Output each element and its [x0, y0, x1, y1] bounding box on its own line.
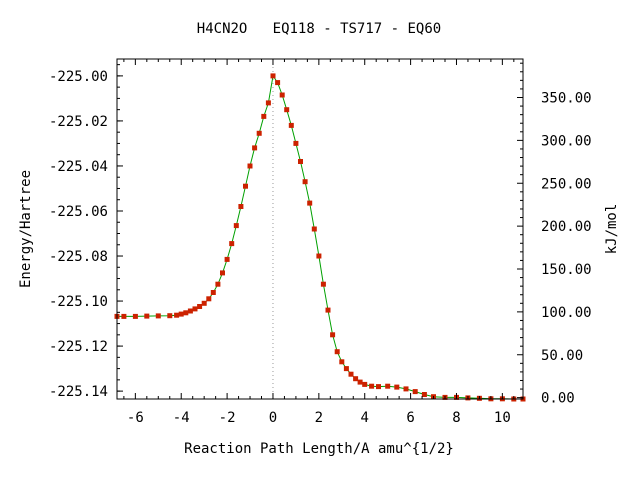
data-point-marker [265, 100, 271, 106]
y-axis-label: Energy/Hartree [18, 170, 34, 288]
x-tick-label: -6 [127, 410, 144, 426]
y2-tick-label: 200.00 [541, 219, 592, 235]
data-point-marker [215, 281, 221, 287]
data-point-marker [178, 311, 184, 317]
data-point-marker [330, 332, 336, 338]
data-point-marker [144, 313, 150, 319]
data-point-marker [394, 384, 400, 390]
data-point-marker [155, 313, 161, 319]
data-point-marker [206, 296, 212, 302]
data-point-marker [229, 241, 235, 247]
x-tick-label: 4 [361, 410, 369, 426]
data-point-marker [369, 383, 375, 389]
data-point-marker [183, 310, 189, 316]
data-point-marker [403, 386, 409, 392]
data-point-marker [307, 200, 313, 206]
data-point-marker [284, 107, 290, 113]
data-point-marker [270, 73, 276, 79]
data-point-marker [238, 204, 244, 209]
plot-frame [116, 58, 524, 400]
data-point-marker [275, 80, 281, 86]
data-point-marker [210, 290, 216, 295]
data-point-marker [339, 359, 345, 365]
data-point-marker [243, 183, 248, 189]
data-point-marker [187, 308, 193, 314]
data-point-marker [132, 313, 138, 319]
data-point-marker [357, 379, 363, 385]
data-point-marker [311, 226, 317, 232]
data-point-marker [197, 304, 203, 309]
x-tick-label: -2 [219, 410, 236, 426]
data-point-marker [421, 392, 427, 397]
data-point-marker [261, 113, 267, 119]
data-point-marker [348, 371, 354, 377]
data-point-marker [233, 223, 239, 229]
chart-title: H4CN2O EQ118 - TS717 - EQ60 [197, 21, 441, 37]
y2-tick-label: 350.00 [541, 91, 592, 107]
x-axis-label: Reaction Path Length/A amu^{1/2} [184, 441, 454, 457]
x-tick-label: 10 [494, 410, 511, 426]
data-point-marker [302, 179, 308, 185]
tick-group: -6 -4 -2 0 2 4 6 8 10 -225.00 -225.02 -225.04 -225.0… [49, 59, 592, 426]
data-point-marker [220, 270, 225, 276]
data-point-marker [224, 256, 230, 262]
data-point-marker [412, 389, 418, 395]
data-point-marker [192, 306, 198, 312]
data-point-marker [385, 383, 391, 389]
data-point-marker [376, 384, 381, 390]
y-tick-label: -225.14 [49, 384, 108, 400]
data-point-marker [256, 130, 262, 136]
data-point-marker [316, 253, 322, 259]
x-tick-label: 6 [406, 410, 414, 426]
data-point-marker [298, 159, 303, 164]
y2-tick-label: 300.00 [541, 133, 592, 149]
data-point-marker [362, 381, 368, 387]
y-tick-label: -225.10 [49, 294, 108, 310]
data-point-marker [279, 92, 285, 98]
x-tick-label: 8 [452, 410, 460, 426]
data-point-marker [320, 281, 326, 287]
y2-tick-label: 50.00 [541, 348, 583, 364]
x-tick-label: 0 [269, 410, 277, 426]
y2-tick-label: 150.00 [541, 262, 592, 278]
data-point-marker [293, 140, 299, 146]
data-point-marker [353, 376, 359, 382]
y-tick-label: -225.08 [49, 249, 108, 265]
data-point-marker [343, 366, 349, 372]
y-tick-label: -225.06 [49, 204, 108, 220]
data-point-marker [247, 163, 253, 169]
y2-axis-label: kJ/mol [604, 204, 620, 255]
data-point-marker [252, 145, 258, 151]
y-tick-label: -225.00 [49, 69, 108, 85]
data-point-marker [288, 122, 294, 128]
x-tick-label: -4 [173, 410, 190, 426]
y2-tick-label: 100.00 [541, 305, 592, 321]
y-tick-label: -225.02 [49, 114, 108, 130]
x-tick-label: 2 [315, 410, 323, 426]
y-tick-label: -225.12 [49, 339, 108, 355]
data-point-marker [121, 313, 127, 319]
data-point-marker [167, 313, 173, 319]
y2-tick-label: 250.00 [541, 176, 592, 192]
data-point-marker [334, 349, 340, 355]
data-point-marker [174, 312, 180, 318]
data-point-marker [201, 300, 207, 306]
data-point-marker [325, 307, 331, 313]
y-tick-label: -225.04 [49, 159, 108, 175]
y2-tick-label: 0.00 [541, 391, 575, 407]
